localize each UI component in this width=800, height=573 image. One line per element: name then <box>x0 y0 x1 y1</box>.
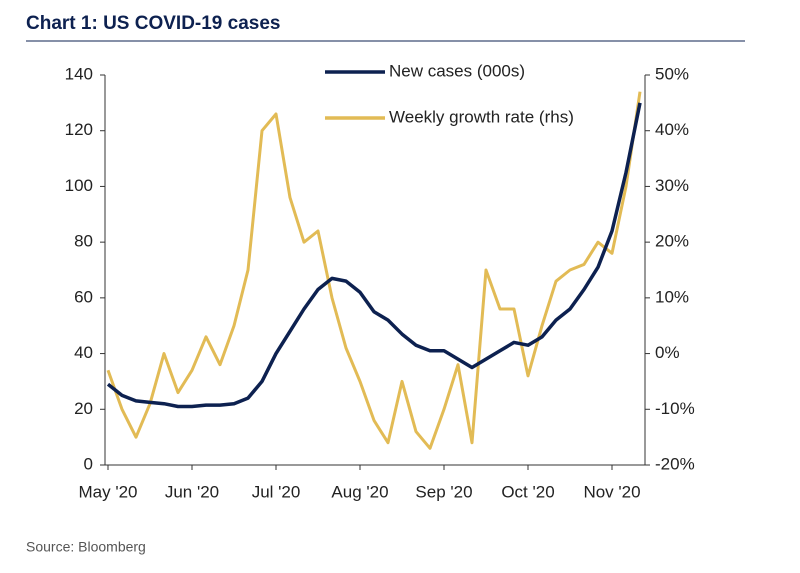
x-tick-label: Jul '20 <box>252 482 301 501</box>
x-tick-label: Sep '20 <box>415 482 472 501</box>
y-tick-label: 80 <box>74 232 93 251</box>
chart-title: Chart 1: US COVID-19 cases <box>26 13 281 34</box>
x-tick-label: Jun '20 <box>165 482 219 501</box>
legend-label: New cases (000s) <box>389 61 525 80</box>
y2-tick-label: 40% <box>655 120 689 139</box>
y-tick-label: 20 <box>74 399 93 418</box>
y-tick-label: 140 <box>65 64 93 83</box>
x-tick-label: Oct '20 <box>501 482 554 501</box>
y-tick-label: 100 <box>65 176 93 195</box>
x-tick-label: Nov '20 <box>583 482 640 501</box>
y2-tick-label: 50% <box>655 64 689 83</box>
series-line <box>106 91 642 450</box>
x-tick-label: May '20 <box>79 482 138 501</box>
x-tick-label: Aug '20 <box>331 482 388 501</box>
y2-tick-label: 30% <box>655 176 689 195</box>
y-tick-label: 0 <box>84 454 93 473</box>
y-tick-label: 60 <box>74 287 93 306</box>
legend-label: Weekly growth rate (rhs) <box>389 107 574 126</box>
y2-tick-label: 20% <box>655 232 689 251</box>
y-tick-label: 120 <box>65 120 93 139</box>
series-line <box>106 102 642 409</box>
y2-tick-label: -10% <box>655 399 695 418</box>
y2-tick-label: 10% <box>655 287 689 306</box>
y2-tick-label: 0% <box>655 343 680 362</box>
y2-tick-label: -20% <box>655 454 695 473</box>
y-tick-label: 40 <box>74 343 93 362</box>
source: Source: Bloomberg <box>26 539 146 555</box>
